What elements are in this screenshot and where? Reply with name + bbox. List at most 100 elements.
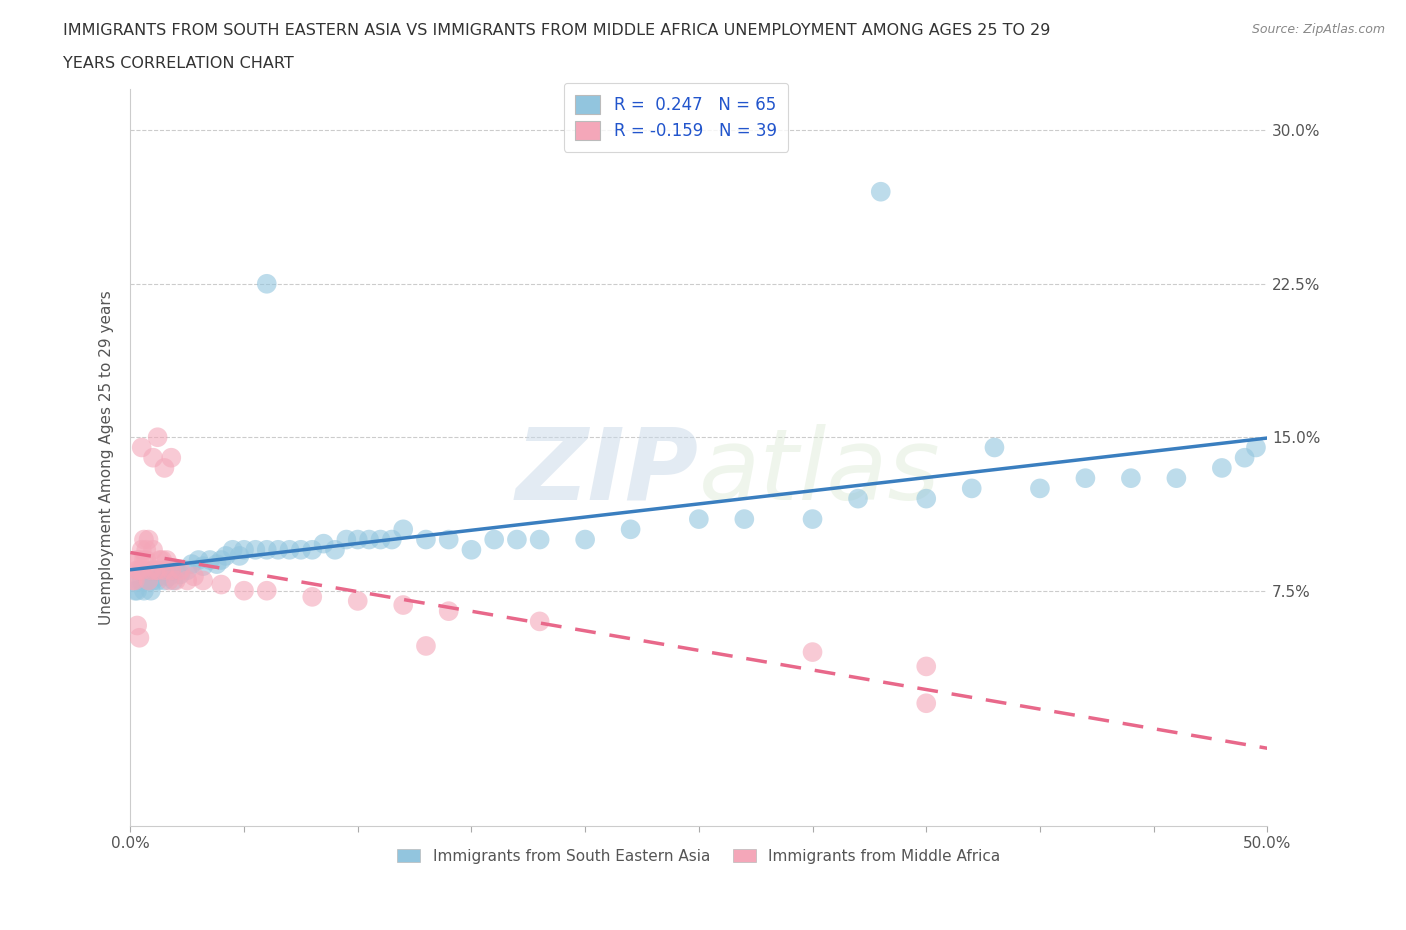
Point [139, 563, 162, 578]
Point [1074, 471, 1097, 485]
Legend: Immigrants from South Eastern Asia, Immigrants from Middle Africa: Immigrants from South Eastern Asia, Immi… [391, 843, 1007, 870]
Point [267, 542, 290, 557]
Point [180, 557, 202, 572]
Text: Source: ZipAtlas.com: Source: ZipAtlas.com [1251, 23, 1385, 36]
Point [150, 552, 173, 567]
Point [1119, 471, 1142, 485]
Point [131, 542, 153, 557]
Point [1029, 481, 1052, 496]
Point [143, 563, 166, 578]
Point [139, 583, 162, 598]
Point [142, 542, 165, 557]
Point [128, 631, 150, 645]
Point [1211, 460, 1233, 475]
Point [135, 552, 157, 567]
Point [915, 696, 938, 711]
Point [506, 532, 529, 547]
Point [142, 563, 165, 578]
Point [381, 532, 404, 547]
Point [256, 583, 278, 598]
Text: ZIP: ZIP [516, 424, 699, 521]
Point [323, 542, 346, 557]
Point [392, 522, 415, 537]
Point [915, 659, 938, 674]
Point [153, 460, 176, 475]
Point [983, 440, 1005, 455]
Point [205, 557, 228, 572]
Point [335, 532, 357, 547]
Point [233, 583, 256, 598]
Point [142, 573, 165, 588]
Point [346, 532, 368, 547]
Point [138, 573, 160, 588]
Point [1233, 450, 1256, 465]
Point [846, 491, 869, 506]
Point [124, 583, 146, 598]
Point [415, 532, 437, 547]
Point [135, 573, 157, 588]
Point [191, 559, 214, 574]
Point [191, 573, 214, 588]
Point [960, 481, 983, 496]
Point [233, 542, 256, 557]
Point [437, 532, 460, 547]
Point [482, 532, 505, 547]
Point [392, 598, 415, 613]
Point [146, 563, 169, 578]
Point [157, 569, 180, 584]
Point [228, 549, 250, 564]
Point [733, 512, 755, 526]
Point [169, 563, 191, 578]
Point [915, 491, 938, 506]
Point [153, 563, 176, 578]
Text: IMMIGRANTS FROM SOUTH EASTERN ASIA VS IMMIGRANTS FROM MIDDLE AFRICA UNEMPLOYMENT: IMMIGRANTS FROM SOUTH EASTERN ASIA VS IM… [63, 23, 1050, 38]
Point [301, 590, 323, 604]
Point [127, 583, 149, 598]
Point [620, 522, 643, 537]
Point [138, 532, 160, 547]
Point [301, 542, 323, 557]
Point [187, 552, 209, 567]
Point [529, 532, 551, 547]
Point [121, 573, 143, 588]
Point [290, 542, 312, 557]
Point [346, 593, 368, 608]
Point [160, 450, 183, 465]
Point [149, 569, 172, 584]
Point [149, 552, 172, 567]
Point [128, 552, 150, 567]
Text: atlas: atlas [699, 424, 941, 521]
Point [132, 532, 155, 547]
Point [153, 563, 176, 578]
Point [131, 440, 153, 455]
Point [460, 542, 482, 557]
Point [359, 532, 381, 547]
Point [215, 549, 238, 564]
Point [221, 542, 243, 557]
Point [245, 542, 267, 557]
Point [165, 563, 187, 578]
Point [801, 512, 824, 526]
Point [1244, 440, 1267, 455]
Point [278, 542, 301, 557]
Point [127, 618, 149, 633]
Text: YEARS CORRELATION CHART: YEARS CORRELATION CHART [63, 56, 294, 71]
Point [574, 532, 596, 547]
Point [162, 573, 184, 588]
Point [688, 512, 710, 526]
Point [370, 532, 392, 547]
Point [127, 563, 149, 578]
Point [157, 573, 180, 588]
Point [169, 567, 191, 582]
Point [127, 552, 149, 567]
Point [128, 563, 150, 578]
Point [176, 573, 198, 588]
Point [153, 573, 176, 588]
Point [183, 569, 205, 584]
Point [801, 644, 824, 659]
Point [146, 430, 169, 445]
Point [160, 563, 183, 578]
Point [415, 639, 437, 654]
Point [156, 552, 179, 567]
Point [209, 552, 232, 567]
